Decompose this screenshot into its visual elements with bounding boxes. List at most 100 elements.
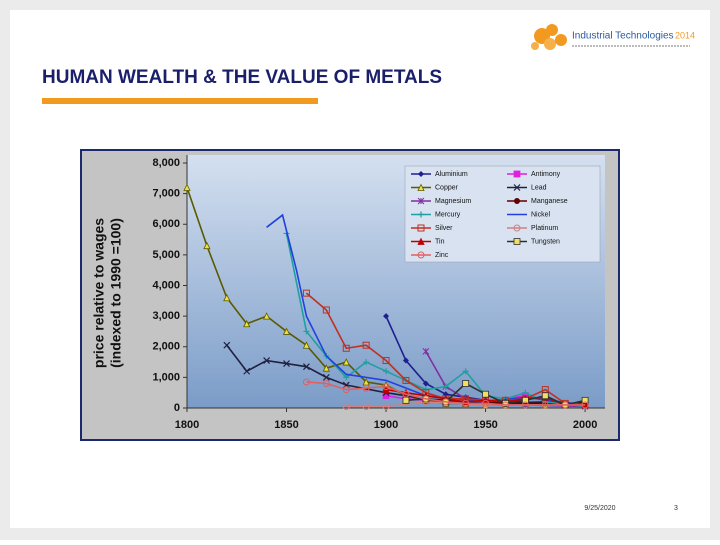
marker (417, 251, 425, 259)
marker (418, 171, 424, 177)
marker (422, 380, 429, 387)
marker (305, 315, 307, 317)
y-tick-label: 2,000 (152, 341, 180, 353)
marker (402, 390, 410, 398)
marker (295, 269, 297, 271)
marker (266, 226, 268, 228)
marker (342, 386, 350, 394)
marker (521, 396, 529, 404)
y-tick-label: 8,000 (152, 157, 180, 169)
legend-label: Lead (531, 184, 547, 191)
y-tick-label: 0 (174, 402, 180, 414)
y-axis-label: (indexed to 1990 =100) (108, 218, 124, 368)
marker (513, 224, 521, 232)
marker (282, 214, 284, 216)
legend-label: Aluminium (435, 171, 468, 178)
marker (322, 373, 330, 381)
marker (422, 395, 430, 403)
marker (303, 363, 310, 371)
legend-label: Tungsten (531, 238, 560, 245)
marker (418, 211, 424, 218)
marker (342, 358, 350, 366)
legend-label: Manganese (531, 198, 568, 205)
legend-label: Magnesium (435, 198, 471, 205)
marker (442, 383, 449, 390)
marker (513, 238, 521, 245)
page-number: 3 (674, 505, 678, 512)
marker (223, 341, 231, 349)
marker (521, 401, 529, 409)
legend-label: Silver (435, 225, 453, 232)
marker (514, 198, 520, 204)
marker (501, 401, 509, 409)
legend-label: Mercury (435, 211, 461, 218)
marker (342, 344, 350, 352)
y-tick-label: 5,000 (152, 249, 180, 261)
marker (283, 360, 290, 368)
marker (402, 396, 410, 404)
title-underline (42, 98, 318, 104)
marker (442, 398, 450, 406)
marker (383, 368, 390, 375)
y-tick-label: 7,000 (152, 188, 180, 200)
x-tick-label: 1850 (274, 419, 298, 431)
marker (302, 341, 311, 349)
marker (402, 357, 409, 364)
marker (262, 312, 271, 320)
marker (363, 359, 370, 366)
marker (462, 380, 470, 387)
marker (203, 241, 211, 250)
marker (322, 364, 330, 372)
marker (417, 197, 425, 205)
legend-box (404, 165, 601, 263)
legend-label: Copper (435, 184, 459, 191)
marker (385, 379, 387, 381)
marker (325, 355, 327, 357)
marker (362, 341, 370, 349)
marker (417, 224, 425, 232)
y-tick-label: 1,000 (152, 371, 180, 383)
x-tick-label: 1800 (175, 419, 199, 431)
slide-title: HUMAN WEALTH & THE VALUE OF METALS (42, 67, 442, 88)
marker (263, 357, 271, 364)
legend-label: Tin (435, 238, 445, 245)
marker (342, 402, 350, 410)
marker (462, 368, 469, 375)
marker (462, 399, 470, 407)
marker (282, 327, 291, 335)
legend-label: Antimony (531, 171, 561, 178)
marker (362, 384, 370, 392)
marker (322, 380, 330, 387)
marker (382, 357, 390, 365)
marker (541, 401, 549, 409)
marker (513, 184, 521, 191)
marker (243, 319, 251, 328)
y-tick-label: 3,000 (152, 310, 180, 322)
marker (383, 313, 390, 320)
y-axis-label: price relative to wages (91, 218, 107, 368)
marker (417, 183, 425, 191)
x-tick-label: 1950 (473, 419, 497, 431)
marker (343, 374, 350, 381)
marker (522, 389, 529, 396)
legend-label: Nickel (531, 211, 551, 218)
legend-label: Zinc (435, 252, 449, 259)
marker (382, 402, 390, 410)
marker (183, 183, 191, 191)
footer-date: 9/25/2020 (584, 505, 615, 512)
y-tick-label: 4,000 (152, 279, 180, 291)
series-line (306, 381, 586, 406)
marker (417, 237, 425, 245)
marker (581, 396, 589, 404)
marker (422, 347, 430, 355)
marker (365, 376, 367, 378)
legend-label: Platinum (531, 225, 558, 232)
logo (531, 24, 567, 50)
marker (345, 373, 347, 375)
marker (482, 390, 489, 398)
marker (362, 402, 370, 410)
logo-text: Industrial Technologies (572, 31, 674, 42)
marker (581, 401, 589, 409)
marker (302, 378, 310, 386)
